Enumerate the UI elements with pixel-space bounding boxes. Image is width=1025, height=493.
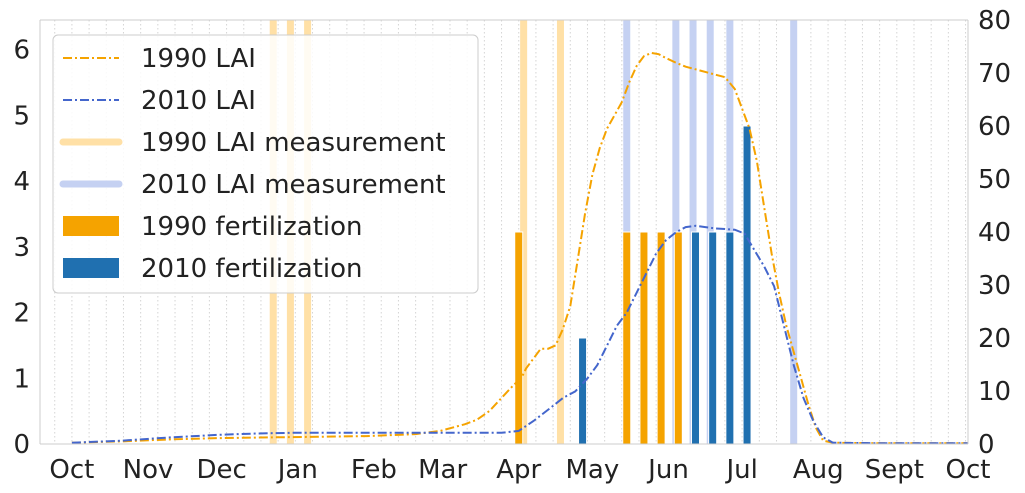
fertilization-bar (690, 231, 700, 445)
fertilization-bar (725, 231, 735, 445)
legend-swatch-patch (63, 216, 119, 236)
y-left-tick-label: 6 (13, 36, 30, 66)
fertilization-bar (708, 231, 718, 445)
x-tick-label: Aug (793, 455, 844, 485)
legend-label: 1990 LAI (141, 44, 256, 74)
y-right-tick-label: 10 (978, 377, 1011, 407)
x-tick-label: Oct (49, 455, 94, 485)
fertilization-bar (639, 231, 649, 445)
fertilization-bar (673, 231, 683, 445)
y-left-tick-label: 1 (13, 364, 30, 394)
y-left-tick-label: 3 (13, 233, 30, 263)
y-right-tick-label: 40 (978, 218, 1011, 248)
lai-series-line (71, 51, 968, 445)
fertilization-bar (656, 231, 666, 445)
y-right-tick-label: 80 (978, 6, 1011, 36)
x-tick-label: Feb (351, 455, 397, 485)
y-right-tick-label: 50 (978, 165, 1011, 195)
measurement-band (520, 20, 528, 444)
legend-label: 2010 fertilization (141, 254, 363, 284)
y-right-tick-label: 60 (978, 112, 1011, 142)
y-right-tick-label: 30 (978, 271, 1011, 301)
legend-label: 1990 fertilization (141, 212, 363, 242)
measurement-band (556, 20, 564, 444)
x-tick-label: Nov (123, 455, 174, 485)
y-right-tick-label: 20 (978, 324, 1011, 354)
y-left-tick-label: 5 (13, 101, 30, 131)
fertilization-bar (622, 231, 632, 445)
legend-label: 2010 LAI measurement (141, 170, 446, 200)
x-tick-label: Apr (496, 455, 541, 485)
measurement-band (790, 20, 798, 444)
fertilization-bar (514, 231, 524, 445)
x-tick-label: May (565, 455, 619, 485)
fertilization-bar (742, 125, 752, 445)
x-tick-label: Dec (197, 455, 247, 485)
legend-box (52, 34, 479, 294)
fertilization-bar (578, 337, 588, 445)
x-tick-label: Jun (646, 455, 689, 485)
x-tick-label: Sept (865, 455, 924, 485)
y-left-tick-label: 4 (13, 167, 30, 197)
y-left-tick-label: 2 (13, 299, 30, 329)
y-right-tick-label: 70 (978, 59, 1011, 89)
y-left-tick-label: 0 (13, 430, 30, 460)
y-right-tick-label: 0 (978, 430, 995, 460)
legend: 1990 LAI 2010 LAI 1990 LAI measurement 2010… (52, 34, 479, 294)
legend-swatch-patch (63, 258, 119, 278)
legend-label: 1990 LAI measurement (141, 128, 446, 158)
x-tick-label: Jul (724, 455, 757, 485)
x-tick-label: Jan (276, 455, 318, 485)
legend-label: 2010 LAI (141, 86, 256, 116)
x-tick-label: Mar (418, 455, 467, 485)
x-tick-label: Oct (946, 455, 991, 485)
